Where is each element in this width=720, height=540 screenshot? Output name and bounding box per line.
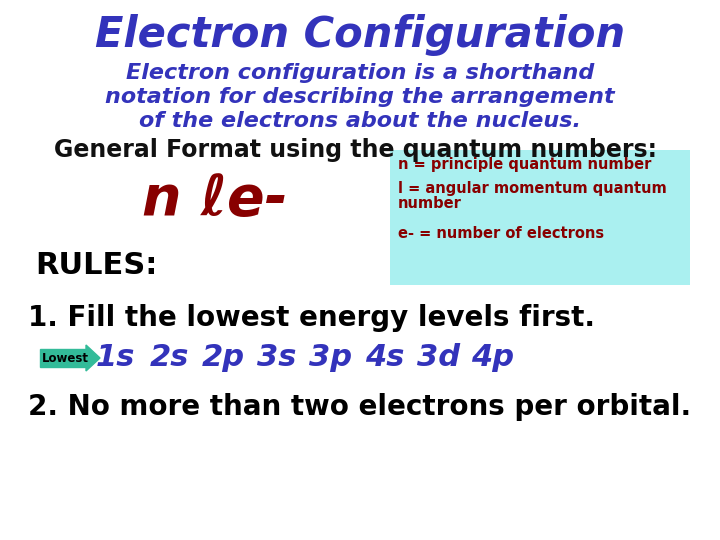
Text: notation for describing the arrangement: notation for describing the arrangement [105,87,615,107]
Text: 4p: 4p [472,343,515,373]
Bar [40,349,86,367]
FancyBboxPatch shape [390,150,690,285]
Text: number: number [398,197,462,212]
Text: 3p: 3p [310,343,353,373]
Text: e- = number of electrons: e- = number of electrons [398,226,604,240]
Text: RULES:: RULES: [35,251,158,280]
Text: Electron configuration is a shorthand: Electron configuration is a shorthand [126,63,594,83]
Text: 1. Fill the lowest energy levels first.: 1. Fill the lowest energy levels first. [28,304,595,332]
Text: 1s: 1s [95,343,135,373]
Text: 2s: 2s [149,343,189,373]
Text: of the electrons about the nucleus.: of the electrons about the nucleus. [139,111,581,131]
Text: 2p: 2p [202,343,245,373]
Text: 3d: 3d [418,343,461,373]
Text: General Format using the quantum numbers:: General Format using the quantum numbers… [53,138,657,162]
Text: l = angular momentum quantum: l = angular momentum quantum [398,180,667,195]
Text: 2. No more than two electrons per orbital.: 2. No more than two electrons per orbita… [28,393,691,421]
Polygon shape [86,345,100,371]
Text: 3s: 3s [257,343,297,373]
Text: Electron Configuration: Electron Configuration [95,14,625,56]
Text: Lowest: Lowest [42,352,89,365]
Text: n = principle quantum number: n = principle quantum number [398,158,652,172]
Text: 4s: 4s [365,343,405,373]
Text: n ℓe-: n ℓe- [142,173,288,227]
